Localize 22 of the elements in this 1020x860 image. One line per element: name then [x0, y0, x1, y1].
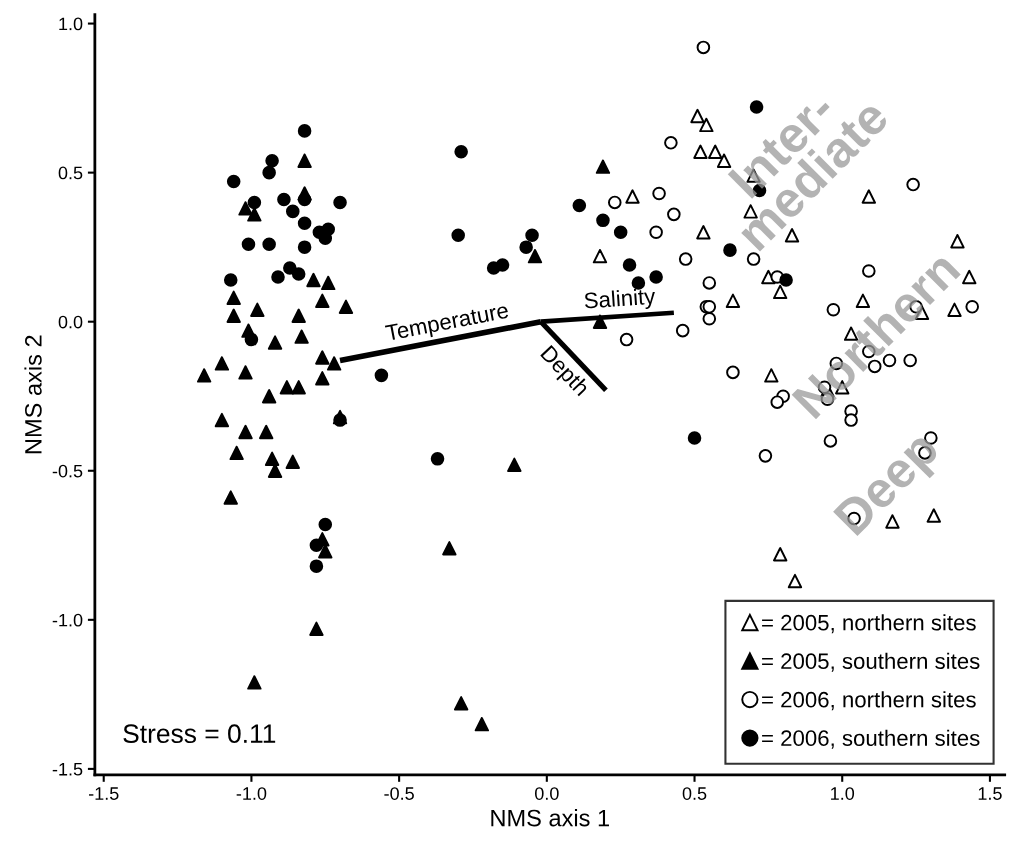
- legend-label: = 2005, northern sites: [762, 614, 976, 634]
- x-axis-title: NMS axis 1: [491, 809, 609, 827]
- y-axis-title: NMS axis 2: [24, 335, 42, 454]
- y-tick-label: 0.0: [58, 315, 83, 329]
- x-tick-label: 0.0: [534, 787, 559, 800]
- x-tick-label: 1.5: [978, 787, 1002, 800]
- series-label: Salinity: [584, 287, 656, 314]
- y-tick-label: 1.0: [59, 17, 83, 31]
- x-tick-label: 0.5: [682, 787, 707, 800]
- text: Temperature: [384, 302, 510, 346]
- x-tick-label: -1.0: [236, 787, 267, 800]
- y-tick-label: -0.5: [52, 464, 83, 478]
- y-tick-label: 0.5: [58, 166, 83, 180]
- x-tick-label: -1.5: [88, 787, 119, 800]
- annotation: Stress = 0.11: [123, 724, 276, 744]
- legend-label: = 2006, northern sites: [762, 691, 976, 711]
- legend-label: = 2005, southern sites: [762, 652, 980, 672]
- y-tick-label: -1.0: [52, 613, 83, 627]
- legend-label: = 2006, southern sites: [762, 729, 980, 749]
- x-tick-label: 1.0: [831, 787, 855, 800]
- y-tick-label: -1.5: [52, 763, 83, 776]
- x-tick-label: -0.5: [384, 787, 414, 800]
